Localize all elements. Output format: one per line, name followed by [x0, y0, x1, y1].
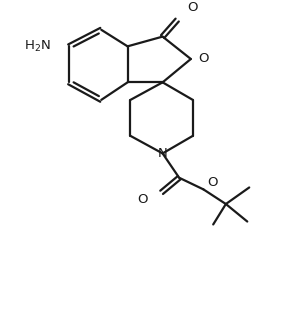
Text: O: O — [207, 176, 218, 189]
Text: O: O — [187, 1, 197, 14]
Text: O: O — [138, 193, 148, 206]
Text: N: N — [158, 147, 168, 160]
Text: H$_2$N: H$_2$N — [24, 39, 51, 54]
Text: O: O — [199, 52, 209, 66]
